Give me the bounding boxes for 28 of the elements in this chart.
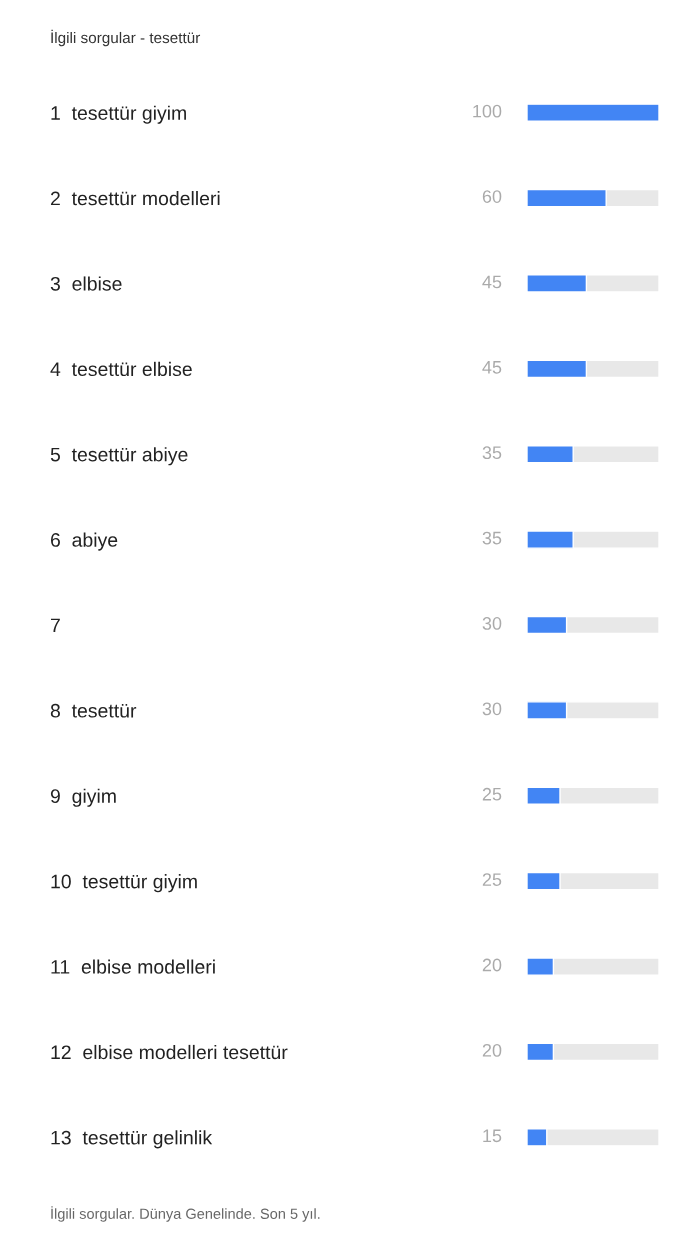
- data-label: 25: [482, 787, 502, 801]
- text: İlgili sorgular. Dünya Genelinde. Son 5 yıl.: [51, 1206, 320, 1222]
- y-tick-label: 12 elbise modelleri tesettür: [51, 1044, 288, 1060]
- y-tick-label: 2 tesettür modelleri: [50, 191, 220, 206]
- y-tick-label: 8 tesettür: [50, 703, 137, 718]
- data-label: 30: [482, 617, 502, 630]
- y-tick-label: 6 abiye: [50, 532, 118, 551]
- data-label: 20: [482, 958, 502, 972]
- y-tick-label: 10 tesettür giyim: [51, 874, 197, 893]
- data-label: 60: [482, 190, 502, 203]
- y-tick-label: 1 tesettür giyim: [51, 105, 186, 124]
- data-label: 100: [473, 104, 502, 118]
- data-label: 35: [482, 446, 502, 460]
- y-tick-label: 4 tesettür elbise: [50, 361, 192, 377]
- data-label: 45: [482, 361, 502, 374]
- y-tick-label: 3 elbise: [50, 276, 122, 291]
- y-tick-label: 13 tesettür gelinlik: [51, 1130, 213, 1149]
- y-tick-label: 11 elbise modelleri: [51, 959, 215, 974]
- data-label: 45: [482, 275, 502, 289]
- data-label: 35: [482, 531, 502, 545]
- data-label: 25: [482, 873, 502, 886]
- data-label: 20: [482, 1043, 502, 1057]
- y-tick-label: 7: [51, 618, 60, 633]
- y-tick-label: 5 tesettür abiye: [50, 447, 188, 466]
- data-label: 15: [483, 1129, 502, 1143]
- text: İlgili sorgular - tesettür: [51, 29, 201, 47]
- y-tick-label: 9 giyim: [50, 788, 116, 807]
- data-label: 30: [482, 702, 502, 716]
